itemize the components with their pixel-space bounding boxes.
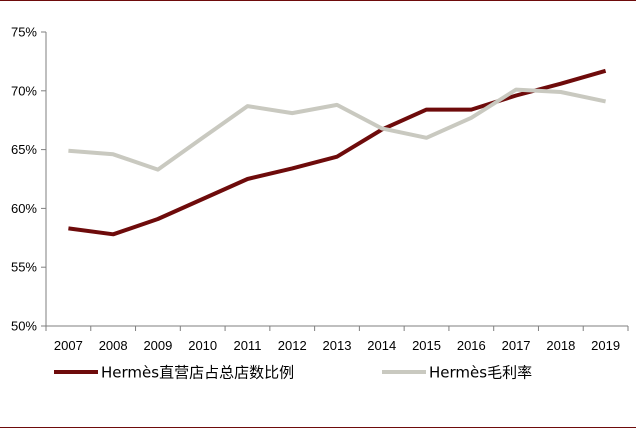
x-tick-label: 2013 xyxy=(323,338,352,353)
y-tick-label: 60% xyxy=(11,201,37,216)
x-tick-label: 2016 xyxy=(457,338,486,353)
x-tick-label: 2014 xyxy=(367,338,396,353)
legend: Hermès直营店占总店数比例 Hermès毛利率 xyxy=(54,364,532,382)
y-tick-label: 50% xyxy=(11,319,37,334)
series-line-1 xyxy=(68,68,607,237)
series-layer xyxy=(68,68,607,237)
y-tick-label: 55% xyxy=(11,260,37,275)
x-tick-label: 2019 xyxy=(591,338,620,353)
x-tick-label: 2009 xyxy=(143,338,172,353)
x-tick-label: 2010 xyxy=(188,338,217,353)
y-tick-label: 65% xyxy=(11,142,37,157)
legend-label-2: Hermès毛利率 xyxy=(429,364,532,382)
y-tick-label: 75% xyxy=(11,25,37,40)
x-tick-label: 2012 xyxy=(278,338,307,353)
x-tick-label: 2018 xyxy=(546,338,575,353)
x-tick-label: 2017 xyxy=(502,338,531,353)
x-tick-label: 2015 xyxy=(412,338,441,353)
series-line-2 xyxy=(68,87,607,172)
x-tick-label: 2011 xyxy=(233,338,261,353)
y-tick-label: 70% xyxy=(11,83,37,98)
x-tick-label: 2008 xyxy=(99,338,128,353)
legend-label-1: Hermès直营店占总店数比例 xyxy=(101,364,294,382)
axes: 50% 55% 60% 65% 70% 75% 2007 2008 2009 2010 2011 20… xyxy=(11,25,629,353)
x-tick-label: 2007 xyxy=(54,338,83,353)
